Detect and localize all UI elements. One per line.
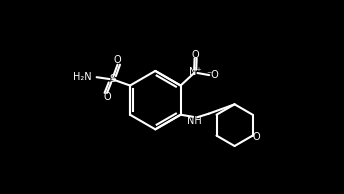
Text: O: O xyxy=(192,50,200,60)
Text: ⁻O: ⁻O xyxy=(206,70,219,80)
Text: O: O xyxy=(103,92,111,102)
Text: NH: NH xyxy=(187,116,202,126)
Text: N⁺: N⁺ xyxy=(189,67,202,77)
Text: O: O xyxy=(252,132,260,142)
Text: H₂N: H₂N xyxy=(73,72,92,82)
Text: O: O xyxy=(114,55,121,66)
Text: S: S xyxy=(109,74,116,84)
